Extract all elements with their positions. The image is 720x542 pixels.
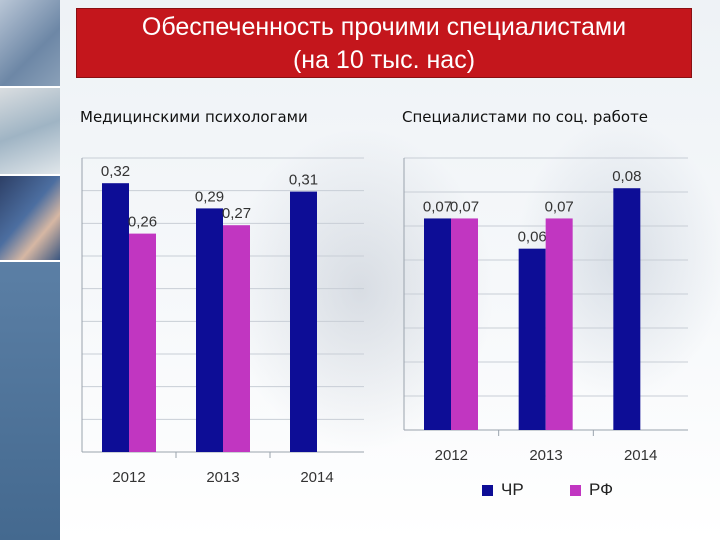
chart2-category-label: 2014 (624, 447, 657, 464)
chart1-data-label: 0,26 (128, 214, 157, 231)
slide-title-line2: (на 10 тыс. нас) (292, 46, 476, 74)
chart1-bar-rf-2013 (223, 225, 250, 452)
chart1-data-label: 0,32 (101, 163, 130, 180)
chart2-bar-rf-2013 (545, 218, 573, 430)
chart2-bar-chr-2014 (613, 188, 641, 430)
chart2-data-label: 0,07 (450, 198, 479, 215)
chart1-data-label: 0,29 (195, 188, 224, 205)
chart1-bar-rf-2012 (129, 233, 156, 452)
photo-doctors (0, 88, 60, 176)
chart1-category-label: 2012 (112, 469, 145, 486)
side-photo-strip (0, 0, 60, 542)
chart2-title: Специалистами по соц. работе (402, 108, 649, 126)
chart2-category-label: 2013 (529, 447, 562, 464)
photo-surgeon (0, 0, 60, 88)
chart2-data-label: 0,07 (423, 198, 452, 215)
chart1-bar-chr-2014 (290, 191, 317, 452)
legend-chr-swatch (482, 484, 493, 496)
photo-injection (0, 176, 60, 262)
chart2-bar-chr-2013 (518, 248, 546, 430)
slide-title-line1: Обеспеченность прочими специалистами (141, 13, 627, 41)
chart2-category-label: 2012 (435, 447, 468, 464)
chart2-bar-rf-2012 (451, 218, 478, 430)
chart2-data-label: 0,07 (545, 198, 574, 215)
legend-rf-label: РФ (589, 480, 614, 499)
chart1-category-label: 2013 (206, 469, 239, 486)
chart1-bar-chr-2012 (102, 183, 129, 452)
chart2-data-label: 0,06 (518, 229, 547, 246)
photo-strip-bottom (0, 262, 60, 542)
chart2-data-label: 0,08 (612, 168, 641, 185)
chart2-bar-chr-2012 (424, 218, 451, 430)
legend-chr: ЧР (482, 480, 524, 500)
legend-chr-label: ЧР (501, 480, 524, 499)
legend-rf: РФ (570, 480, 613, 500)
chart1-category-label: 2014 (300, 469, 333, 486)
legend-rf-swatch (570, 484, 581, 496)
chart1-data-label: 0,31 (289, 172, 318, 189)
chart1-data-label: 0,27 (222, 205, 251, 222)
chart1-bar-chr-2013 (196, 208, 223, 452)
background-photo (60, 0, 720, 540)
slide-title: Обеспеченность прочими специалистами (на… (76, 8, 692, 78)
chart1-title: Медицинскими психологами (80, 108, 308, 126)
